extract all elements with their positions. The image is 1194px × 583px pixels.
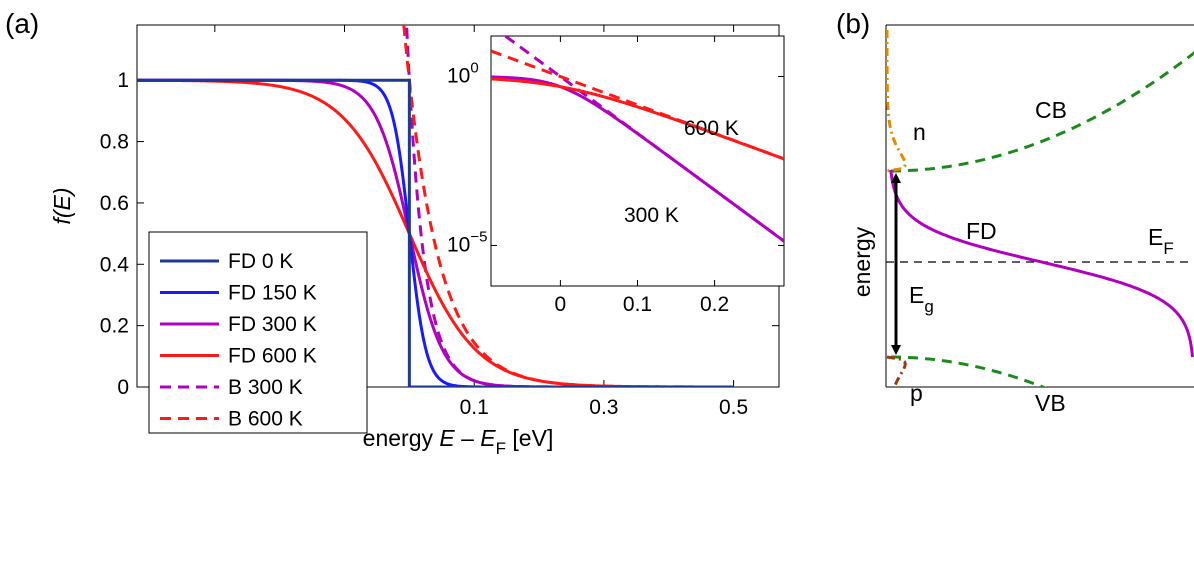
inset-annotation-600k: 600 K	[684, 117, 739, 140]
inset-y-tick-label: 100	[447, 60, 479, 88]
panel-b: (b) energy CB VB n p FD EF Eg	[836, 8, 1194, 416]
xlabel-part-unit: [eV]	[506, 425, 553, 451]
x-tick-label: 0.3	[589, 396, 618, 419]
xlabel-part-sub-F: F	[496, 439, 506, 458]
panel-b-ylabel: energy	[849, 226, 875, 297]
inset-y-tick-label: 10−5	[447, 228, 487, 256]
inset-frame	[490, 35, 785, 287]
label-p: p	[910, 380, 923, 406]
label-vb: VB	[1035, 390, 1066, 416]
y-tick-label: 0.6	[100, 192, 129, 215]
xlabel-part-minus: –	[455, 425, 481, 451]
plot-a-ylabel: f(E)	[49, 187, 75, 224]
inset-series-fd-300-k	[491, 75, 784, 243]
y-tick-label: 0.2	[100, 315, 129, 338]
legend-label: FD 600 K	[228, 345, 317, 368]
x-tick-label: 0.1	[460, 396, 489, 419]
legend-label: B 300 K	[228, 376, 303, 399]
label-cb: CB	[1035, 97, 1067, 123]
hole-density-curve	[886, 355, 907, 387]
legend-box	[148, 231, 368, 434]
xlabel-part-E2: E	[480, 425, 496, 451]
panel-a-label: (a)	[5, 8, 39, 39]
y-tick-label: 0	[117, 376, 129, 399]
inset-axes: 0 0.1 0.2 100 10−5	[447, 36, 784, 316]
legend-label: FD 300 K	[228, 313, 317, 336]
label-eg-sub: g	[924, 297, 933, 316]
y-tick-label: 1	[117, 69, 129, 92]
label-fd: FD	[966, 218, 997, 244]
xlabel-part-energy: energy	[363, 425, 440, 451]
plot-a-series	[137, 25, 734, 387]
plot-a-xlabel: energy E – EF [eV]	[363, 425, 554, 458]
legend-label: FD 150 K	[228, 282, 317, 305]
panel-b-curves	[886, 30, 1194, 387]
valence-band-curve	[891, 355, 1047, 387]
inset-series-fd-600-k	[491, 77, 784, 161]
panel-b-label: (b)	[836, 8, 870, 39]
inset-x-tick-label: 0	[555, 293, 567, 316]
label-eg-base: E	[909, 282, 924, 308]
inset-series	[491, 36, 784, 243]
label-eg: Eg	[909, 282, 934, 316]
label-ef-sub: F	[1163, 239, 1173, 258]
label-n: n	[913, 119, 926, 145]
legend-label: FD 0 K	[228, 250, 293, 273]
series-fd-0-k	[137, 78, 734, 387]
inset-x-tick-label: 0.2	[700, 293, 729, 316]
xlabel-part-E: E	[439, 425, 455, 451]
electron-density-curve	[886, 30, 907, 173]
conduction-band-curve	[891, 51, 1194, 173]
inset: 0 0.1 0.2 100 10−5 600 K 300 K	[447, 35, 785, 316]
x-tick-label: 0.5	[719, 396, 748, 419]
legend-label: B 600 K	[228, 408, 303, 431]
label-ef: EF	[1148, 224, 1174, 258]
legend-items: FD 0 K FD 150 K FD 300 K FD 600 K B 300 K B 6…	[160, 250, 317, 431]
label-ef-base: E	[1148, 224, 1163, 250]
y-tick-label: 0.8	[100, 131, 129, 154]
panel-a: (a) 00.20.40.60.81 –0.3–0.10.10.30.5 f(E…	[5, 8, 785, 458]
inset-annotation-300k: 300 K	[624, 204, 679, 227]
inset-x-tick-label: 0.1	[623, 293, 652, 316]
legend: FD 0 K FD 150 K FD 300 K FD 600 K B 300 K B 6…	[148, 231, 368, 434]
fd-distribution-curve	[889, 169, 1194, 358]
y-tick-label: 0.4	[100, 253, 130, 276]
